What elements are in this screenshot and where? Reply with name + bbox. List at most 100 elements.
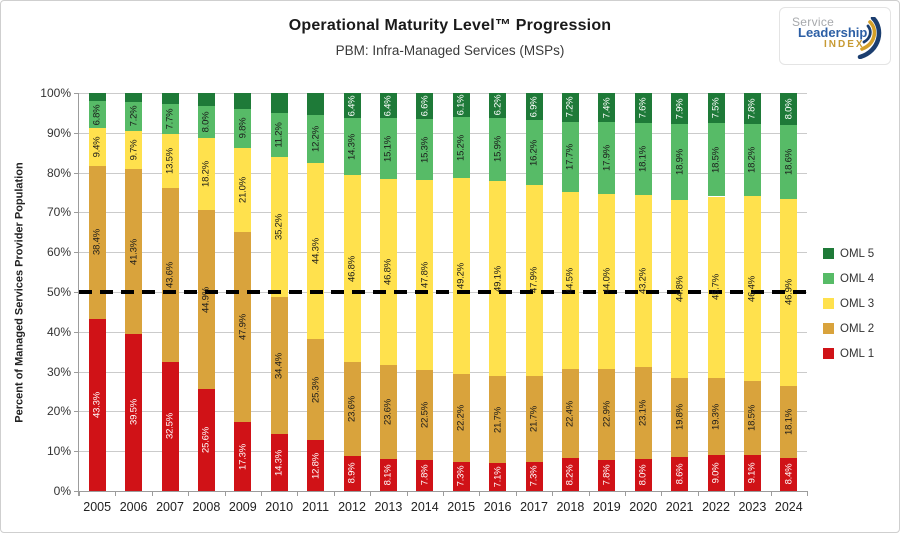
- logo-word-service: Service: [792, 15, 835, 29]
- bar-segment-oml3-2006: [125, 130, 143, 170]
- bar-segment-oml5-2005: [88, 93, 106, 102]
- y-axis-line: [78, 93, 79, 496]
- y-axis-tick-label: 100%: [40, 86, 71, 100]
- x-axis-tick-label: 2005: [83, 500, 112, 514]
- bar-segment-oml5-2020: [634, 93, 652, 124]
- legend-label: OML 1: [840, 347, 875, 360]
- bar-segment-oml2-2015: [452, 373, 470, 462]
- bar-segment-oml4-2022: [707, 122, 725, 197]
- bar-segment-oml3-2016: [489, 180, 507, 377]
- bar-segment-oml3-2020: [634, 195, 652, 368]
- bar-segment-oml1-2023: [743, 454, 761, 491]
- bar-segment-label: 23.6%: [346, 395, 358, 422]
- bar-segment-oml2-2010: [270, 297, 288, 435]
- bar-segment-oml1-2005: [88, 318, 106, 491]
- bar-segment-oml5-2012: [343, 93, 361, 119]
- bar-segment-oml3-2022: [707, 196, 725, 379]
- y-axis-tick-label: 30%: [46, 364, 71, 379]
- bar-segment-label: 44.3%: [310, 238, 322, 265]
- x-axis-tick-label: 2020: [629, 500, 658, 514]
- bar-segment-label: 34.4%: [273, 352, 285, 379]
- y-axis-tick-label: 40%: [46, 324, 71, 339]
- bar-segment-oml2-2011: [307, 339, 325, 441]
- bar-segment-label: 16.2%: [528, 139, 540, 166]
- x-axis-tick-label: 2009: [228, 500, 257, 514]
- x-axis-tick-label: 2023: [738, 500, 767, 514]
- bar-segment-oml4-2009: [234, 108, 252, 148]
- bar-segment-label: 49.2%: [455, 262, 467, 289]
- bar-segment-label: 18.2%: [746, 147, 758, 174]
- legend-label: OML 5: [840, 247, 875, 260]
- legend-swatch: [823, 298, 834, 309]
- x-axis-tick: [770, 491, 772, 496]
- bar-segment-oml3-2009: [234, 147, 252, 232]
- legend: OML 5 OML 4 OML 3 OML 2 OML 1: [823, 241, 874, 366]
- bar-segment-oml2-2013: [379, 364, 397, 459]
- y-axis-tick-label: 90%: [46, 125, 71, 140]
- bar-segment-label: 21.0%: [237, 176, 249, 203]
- chart-subtitle: PBM: Infra-Managed Services (MSPs): [335, 43, 565, 58]
- bar-segment-label: 6.9%: [528, 96, 540, 118]
- bar-segment-label: 19.3%: [710, 403, 722, 430]
- reference-line-50pct: [79, 290, 807, 294]
- legend-item-oml2: OML 2: [823, 316, 874, 341]
- bar-segment-oml4-2024: [780, 124, 798, 199]
- x-axis-tick-label: 2012: [338, 500, 366, 514]
- bar-segment-oml3-2018: [561, 192, 579, 370]
- bar-segment-oml4-2014: [416, 119, 434, 181]
- bar-segment-oml4-2018: [561, 121, 579, 193]
- gridline: [79, 212, 807, 214]
- bar-segment-label: 22.5%: [419, 402, 431, 429]
- bar-segment-oml3-2019: [598, 193, 616, 369]
- bar-segment-label: 18.6%: [783, 148, 795, 175]
- bar-segment-label: 32.5%: [164, 413, 176, 440]
- bar-segment-label: 41.3%: [128, 238, 140, 265]
- bar-segment-label: 11.2%: [273, 122, 285, 148]
- legend-label: OML 2: [840, 322, 875, 335]
- bar-segment-oml4-2015: [452, 117, 470, 178]
- bar-segment-label: 8.9%: [346, 462, 358, 484]
- bar-segment-oml3-2015: [452, 177, 470, 374]
- bar-segment-oml1-2020: [634, 459, 652, 491]
- x-axis-tick: [697, 491, 699, 496]
- bar-segment-label: 25.3%: [310, 376, 322, 403]
- bar-segment-label: 9.8%: [237, 117, 249, 139]
- bar-segment-label: 12.8%: [310, 452, 322, 479]
- bar-segment-label: 7.4%: [601, 97, 613, 119]
- logo-word-leadership: Leadership: [798, 25, 868, 40]
- bar-segment-oml4-2020: [634, 123, 652, 196]
- bar-segment-oml3-2013: [379, 178, 397, 365]
- bar-segment-label: 17.9%: [601, 145, 613, 172]
- bar-segment-oml5-2013: [379, 93, 397, 119]
- bar-segment-label: 7.3%: [455, 466, 467, 487]
- bar-segment-label: 6.1%: [455, 94, 467, 116]
- bar-segment-label: 21.7%: [492, 406, 504, 433]
- bar-segment-oml5-2019: [598, 93, 616, 123]
- legend-swatch: [823, 273, 834, 284]
- x-axis-tick: [261, 491, 262, 496]
- bar-segment-label: 18.5%: [710, 146, 722, 173]
- y-axis-tick-label: 60%: [46, 245, 71, 260]
- y-axis-tick: [74, 252, 79, 254]
- x-axis-tick: [115, 491, 117, 496]
- x-axis-tick-label: 2016: [483, 500, 512, 514]
- bar-segment-oml1-2018: [561, 458, 579, 491]
- bar-segment-label: 18.2%: [200, 161, 212, 188]
- bar-segment-label: 44.9%: [200, 286, 212, 313]
- bar-segment-oml2-2016: [489, 376, 507, 463]
- bar-segment-label: 47.9%: [528, 267, 540, 294]
- bar-segment-oml3-2010: [270, 157, 288, 298]
- bar-segment-label: 22.9%: [601, 401, 613, 428]
- bar-segment-label: 23.1%: [637, 400, 649, 427]
- bar-segment-oml3-2021: [671, 199, 689, 378]
- bar-segment-oml2-2017: [525, 375, 543, 462]
- bar-segment-oml4-2012: [343, 118, 361, 176]
- bar-segment-label: 43.2%: [637, 268, 649, 295]
- y-axis-tick-label: 10%: [46, 444, 71, 459]
- bar-segment-label: 7.8%: [601, 465, 613, 486]
- bar-segment-oml1-2006: [125, 333, 143, 491]
- bar-segment-oml5-2024: [780, 93, 798, 125]
- bar-segment-oml2-2021: [671, 377, 689, 457]
- bar-segment-oml4-2010: [270, 112, 288, 158]
- bar-segment-label: 9.1%: [746, 462, 758, 484]
